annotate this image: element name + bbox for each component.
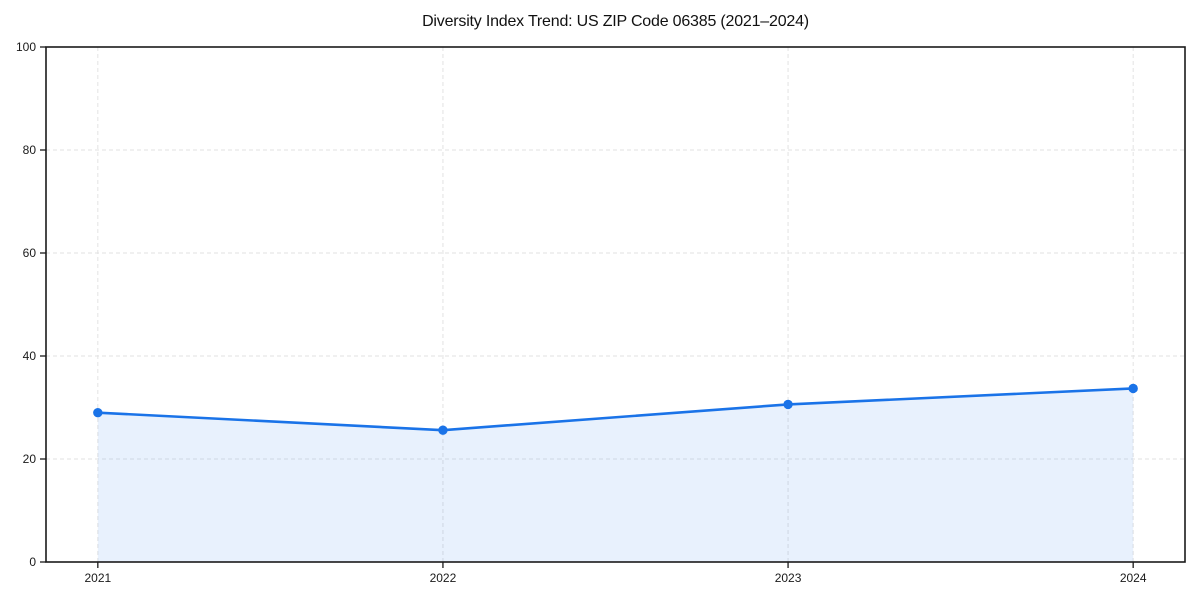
x-tick-label: 2024	[1120, 571, 1147, 585]
trend-line	[96, 387, 1135, 432]
plot-border	[45, 46, 1186, 563]
data-point-marker	[1128, 383, 1138, 394]
data-point-marker	[93, 407, 103, 418]
y-tick-label: 20	[23, 452, 37, 466]
y-tick-label: 80	[23, 143, 37, 157]
x-tick-label: 2021	[84, 571, 111, 585]
area-fill	[97, 388, 1134, 562]
x-tick-label: 2023	[775, 571, 802, 585]
y-tick-label: 40	[23, 349, 37, 363]
data-point-marker	[438, 425, 448, 435]
y-tick-label: 100	[16, 40, 36, 54]
y-tick-label: 0	[29, 555, 36, 569]
x-tick-label: 2022	[430, 571, 457, 585]
chart-title: Diversity Index Trend: US ZIP Code 06385…	[422, 13, 809, 30]
y-tick-label: 60	[23, 246, 37, 260]
data-point-marker	[783, 399, 793, 410]
